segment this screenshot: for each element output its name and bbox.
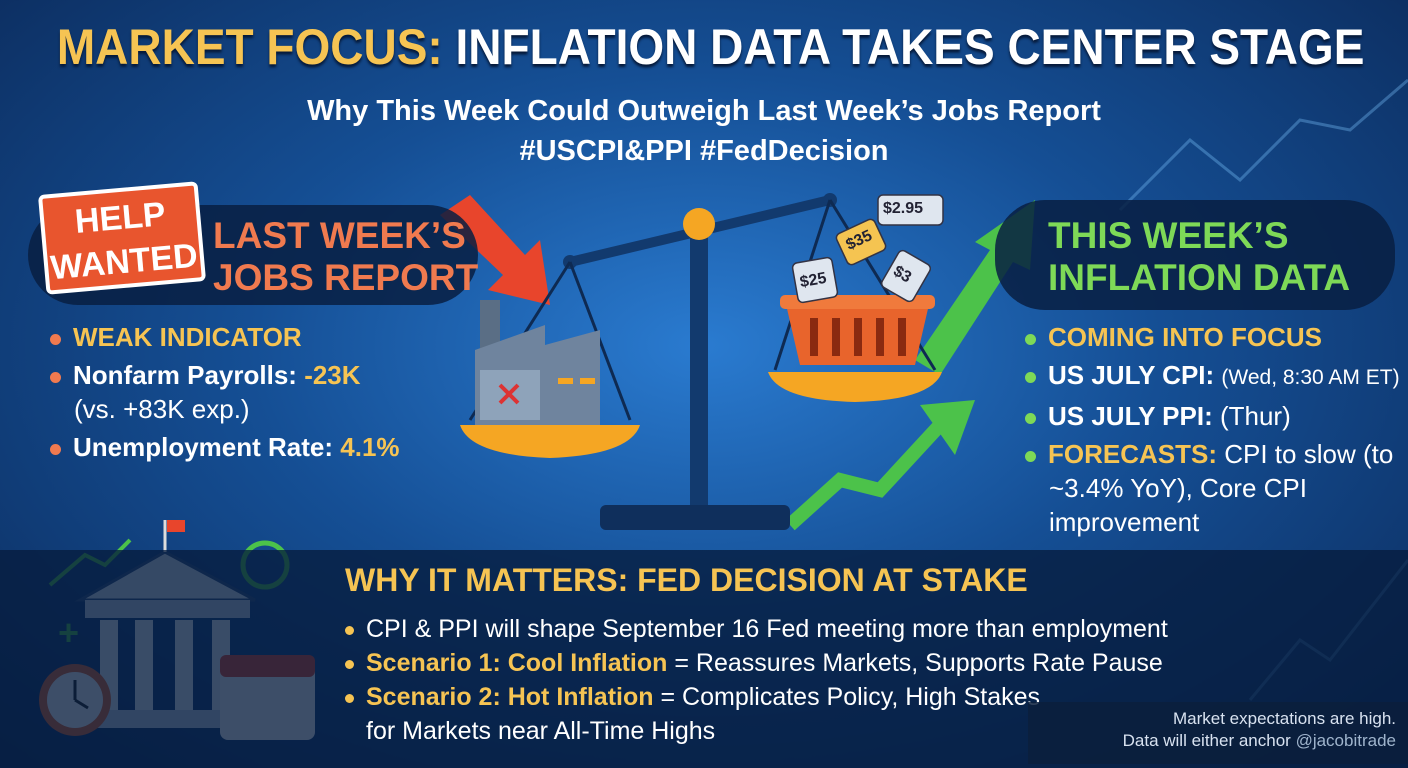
subtitle: Why This Week Could Outweigh Last Week’s… (307, 95, 1101, 127)
bottom-bullets: CPI & PPI will shape September 16 Fed me… (345, 612, 1285, 748)
bullet: FORECASTS: CPI to slow (to ~3.4% YoY), C… (1025, 437, 1395, 539)
bottom-heading: WHY IT MATTERS: FED DECISION AT STAKE (345, 562, 1028, 598)
heading-line: INFLATION DATA (1048, 257, 1351, 298)
bullet: Nonfarm Payrolls: -23K (50, 358, 400, 392)
footer: Market expectations are high. Data will … (1028, 702, 1408, 764)
heading-line: JOBS REPORT (213, 257, 479, 298)
footer-line: Market expectations are high. (1172, 709, 1396, 728)
bullet-note: (vs. +83K exp.) (74, 394, 250, 424)
hashtags: #USCPI&PPI #FedDecision (519, 135, 889, 167)
bullet: US JULY CPI: (Wed, 8:30 AM ET) (1025, 358, 1400, 395)
bullet-label: Scenario 1: Cool Inflation (366, 649, 668, 677)
bullet: WEAK INDICATOR (50, 320, 400, 354)
bullet-text: = Reassures Markets, Supports Rate Pause (674, 649, 1163, 677)
footer-text: Data will either anchor (1122, 731, 1291, 750)
bullet: CPI & PPI will shape September 16 Fed me… (345, 612, 1285, 646)
bullet-label: Nonfarm Payrolls: (73, 360, 297, 390)
left-heading: LAST WEEK’S JOBS REPORT (213, 215, 478, 299)
bullet-value: (Thur) (1219, 401, 1291, 431)
help-wanted-sign: HELP WANTED (37, 181, 207, 295)
bullet-text: CPI & PPI will shape September 16 Fed me… (366, 615, 1168, 643)
right-bullets: COMING INTO FOCUS US JULY CPI: (Wed, 8:3… (1025, 320, 1400, 539)
heading-line: LAST WEEK’S (213, 215, 466, 256)
bullet: Unemployment Rate: 4.1% (50, 430, 400, 464)
left-bullets: WEAK INDICATOR Nonfarm Payrolls: -23K (v… (50, 320, 400, 464)
right-panel (995, 200, 1395, 310)
bullet-label: FORECASTS: (1048, 439, 1217, 469)
bullet-label: US JULY CPI: (1048, 360, 1215, 390)
bullet-label: WEAK INDICATOR (73, 322, 302, 352)
right-heading: THIS WEEK’S INFLATION DATA (1048, 215, 1350, 299)
bullet: US JULY PPI: (Thur) (1025, 399, 1395, 433)
price-tag: $2.95 (883, 200, 924, 217)
bullet: Scenario 1: Cool Inflation = Reassures M… (345, 646, 1285, 680)
bullet-value: (Wed, 8:30 AM ET) (1221, 366, 1400, 389)
bullet-label: US JULY PPI: (1048, 401, 1213, 431)
bullet-text: = Complicates Policy, High Stakes for Ma… (366, 683, 1041, 745)
bullet-value: CPI to slow (to ~3.4% YoY), Core CPI imp… (1049, 439, 1394, 537)
heading-line: THIS WEEK’S (1048, 215, 1289, 256)
bullet-value: 4.1% (340, 432, 400, 462)
title-highlight: MARKET FOCUS: (56, 19, 443, 75)
watermark: @jacobitrade (1295, 731, 1396, 750)
bullet-value: -23K (304, 360, 361, 390)
bullet: Scenario 2: Hot Inflation = Complicates … (345, 680, 1046, 748)
bullet-label: COMING INTO FOCUS (1048, 322, 1322, 352)
bullet: COMING INTO FOCUS (1025, 320, 1395, 354)
footer-line: Data will either anchor @jacobitrade (1028, 730, 1396, 752)
title-rest: INFLATION DATA TAKES CENTER STAGE (455, 19, 1365, 75)
bullet-label: Unemployment Rate: (73, 432, 334, 462)
bullet-label: Scenario 2: Hot Inflation (366, 683, 654, 711)
title: MARKET FOCUS: INFLATION DATA TAKES CENTE… (0, 18, 1408, 76)
